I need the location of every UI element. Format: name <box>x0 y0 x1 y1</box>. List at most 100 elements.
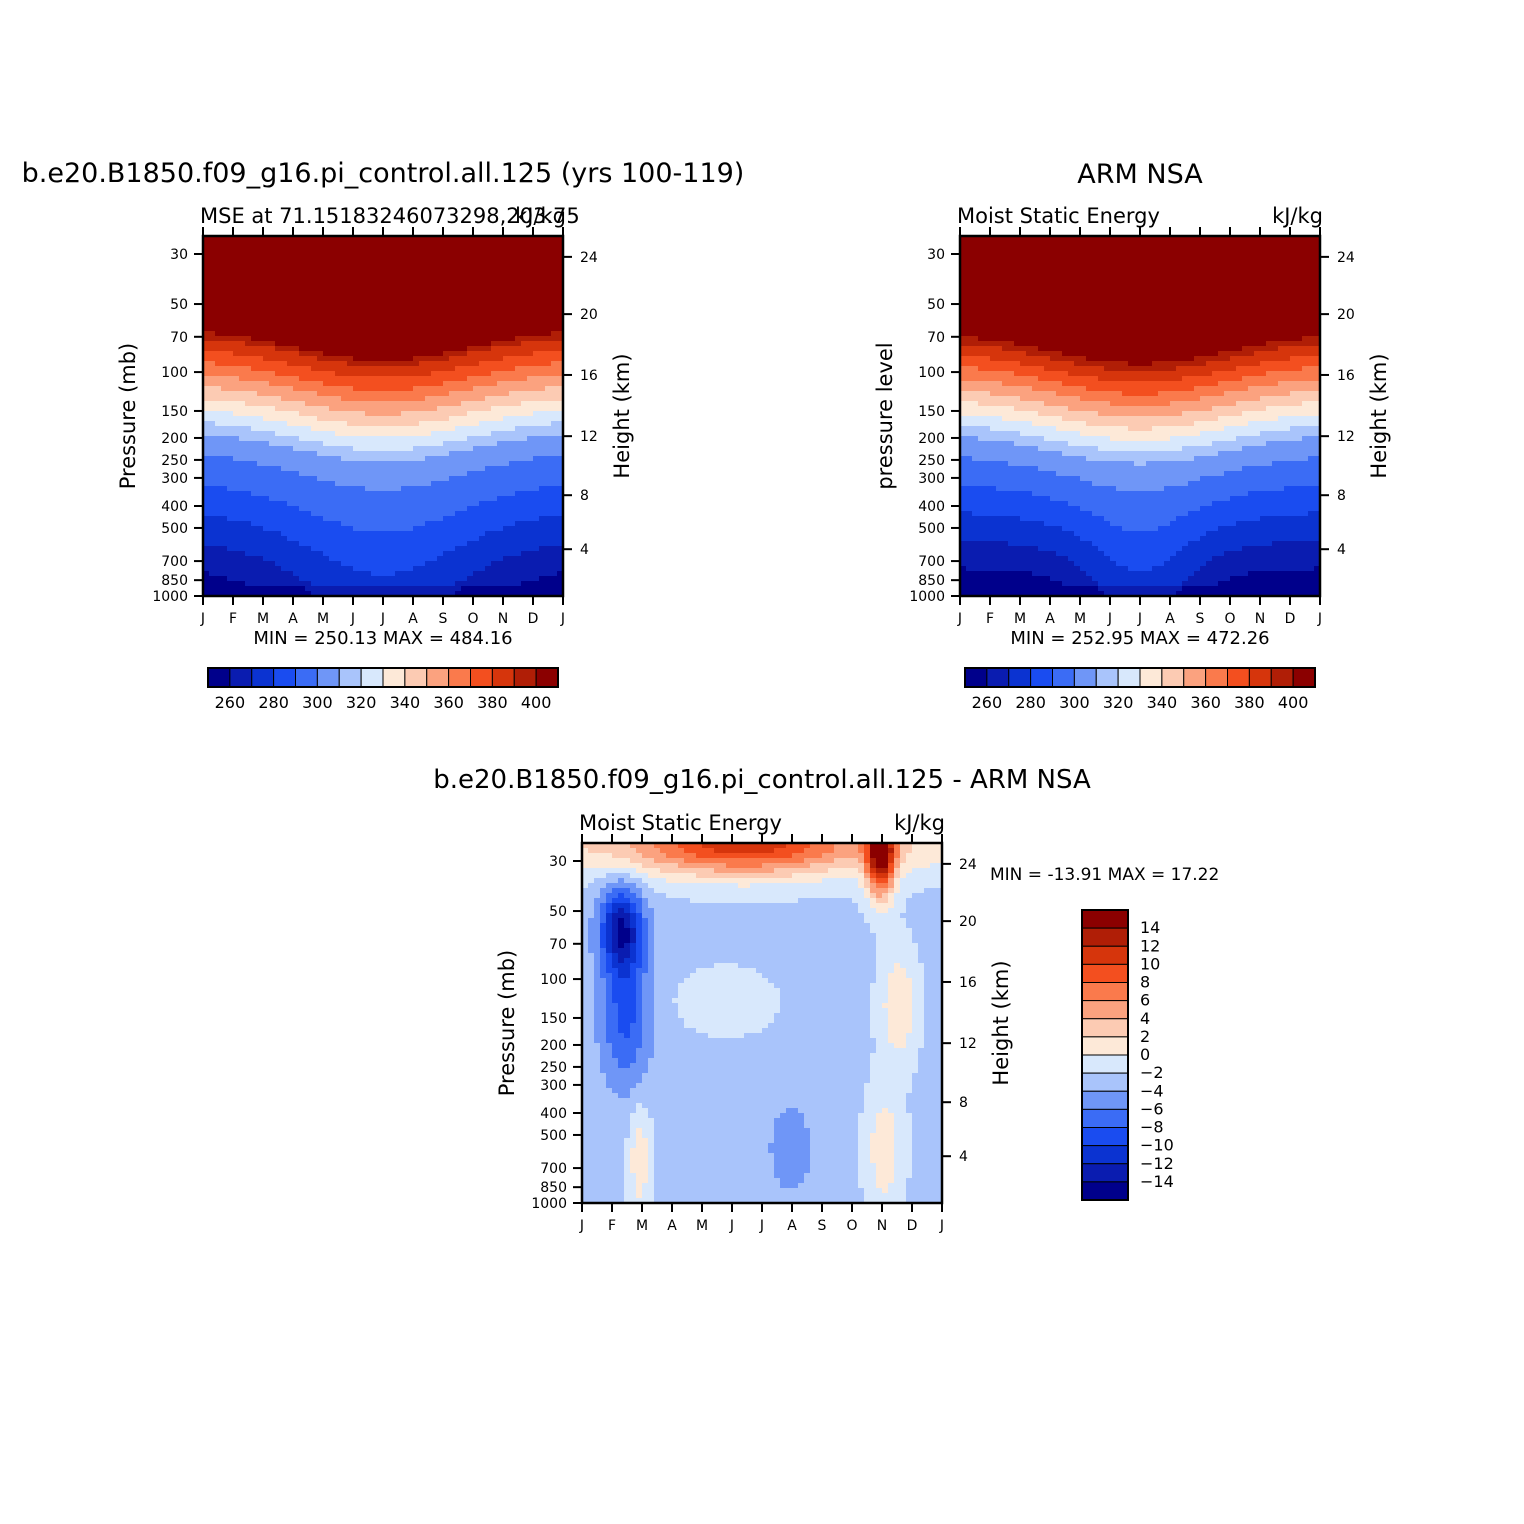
field-cell <box>341 551 348 557</box>
field-cell <box>359 556 366 562</box>
field-cell <box>1002 331 1009 337</box>
field-cell <box>509 376 516 382</box>
colorbar-box <box>448 667 471 688</box>
field-cell <box>557 366 564 372</box>
field-cell <box>966 321 973 327</box>
field-cell <box>539 381 546 387</box>
field-cell <box>251 476 258 482</box>
field-cell <box>443 486 450 492</box>
field-cell <box>521 541 528 547</box>
field-cell <box>539 521 546 527</box>
field-cell <box>485 236 492 242</box>
field-cell <box>263 331 270 337</box>
field-cell <box>287 426 294 432</box>
field-cell <box>509 281 516 287</box>
field-cell <box>335 391 342 397</box>
field-cell <box>377 406 384 412</box>
field-cell <box>990 296 997 302</box>
field-cell <box>960 521 967 527</box>
field-cell <box>305 456 312 462</box>
field-cell <box>996 551 1003 557</box>
field-cell <box>515 391 522 397</box>
field-cell <box>269 451 276 457</box>
field-cell <box>485 521 492 527</box>
field-cell <box>509 476 516 482</box>
field-cell <box>227 526 234 532</box>
field-cell <box>317 446 324 452</box>
field-cell <box>209 301 216 307</box>
field-cell <box>539 391 546 397</box>
field-cell <box>461 451 468 457</box>
field-cell <box>491 466 498 472</box>
field-cell <box>263 291 270 297</box>
field-cell <box>996 381 1003 387</box>
field-cell <box>263 586 270 592</box>
field-cell <box>413 381 420 387</box>
field-cell <box>323 546 330 552</box>
field-cell <box>419 386 426 392</box>
field-cell <box>425 401 432 407</box>
field-cell <box>521 546 528 552</box>
field-cell <box>966 576 973 582</box>
field-cell <box>281 346 288 352</box>
field-cell <box>239 586 246 592</box>
field-cell <box>984 521 991 527</box>
field-cell <box>533 446 540 452</box>
field-cell <box>473 556 480 562</box>
field-cell <box>317 566 324 572</box>
y-tick-label: 300 <box>161 471 188 487</box>
field-cell <box>383 521 390 527</box>
field-cell <box>461 521 468 527</box>
field-cell <box>966 501 973 507</box>
field-cell <box>491 306 498 312</box>
field-cell <box>437 536 444 542</box>
field-cell <box>245 431 252 437</box>
field-cell <box>539 471 546 477</box>
field-cell <box>431 266 438 272</box>
field-cell <box>353 496 360 502</box>
field-cell <box>437 541 444 547</box>
y2-tick-label: 16 <box>580 368 598 384</box>
field-cell <box>479 556 486 562</box>
field-cell <box>371 431 378 437</box>
field-cell <box>281 341 288 347</box>
field-cell <box>491 371 498 377</box>
field-cell <box>281 291 288 297</box>
field-cell <box>413 571 420 577</box>
field-cell <box>287 486 294 492</box>
field-cell <box>281 451 288 457</box>
field-cell <box>377 571 384 577</box>
field-cell <box>215 301 222 307</box>
field-cell <box>395 486 402 492</box>
field-cell <box>317 571 324 577</box>
field-cell <box>365 566 372 572</box>
field-cell <box>467 286 474 292</box>
colorbar-box <box>470 667 493 688</box>
field-cell <box>413 546 420 552</box>
field-cell <box>419 586 426 592</box>
field-cell <box>509 316 516 322</box>
field-cell <box>485 271 492 277</box>
field-cell <box>431 576 438 582</box>
field-cell <box>978 471 985 477</box>
field-cell <box>359 431 366 437</box>
field-cell <box>545 591 552 597</box>
field-cell <box>479 246 486 252</box>
field-cell <box>545 466 552 472</box>
field-cell <box>305 491 312 497</box>
field-cell <box>353 586 360 592</box>
field-cell <box>233 441 240 447</box>
field-cell <box>329 286 336 292</box>
field-cell <box>497 536 504 542</box>
field-cell <box>209 266 216 272</box>
field-cell <box>239 266 246 272</box>
field-cell <box>389 286 396 292</box>
field-cell <box>437 431 444 437</box>
field-cell <box>996 396 1003 402</box>
field-cell <box>443 531 450 537</box>
field-cell <box>269 496 276 502</box>
field-cell <box>972 281 979 287</box>
field-cell <box>545 431 552 437</box>
field-cell <box>353 511 360 517</box>
field-cell <box>431 461 438 467</box>
